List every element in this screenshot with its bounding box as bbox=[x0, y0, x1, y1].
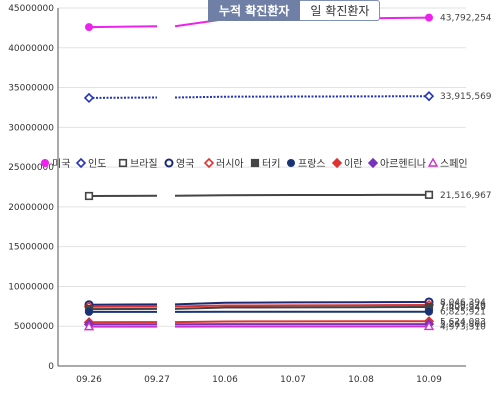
legend-entry: 터키 bbox=[250, 158, 280, 170]
x-tick-label: 09.26 bbox=[76, 375, 102, 385]
legend-entry: 아르헨티나 bbox=[367, 157, 426, 170]
point bbox=[75, 157, 87, 169]
x-tick-label: 10.07 bbox=[280, 375, 306, 385]
legend-label: 러시아 bbox=[216, 158, 244, 170]
legend-entry: 미국 bbox=[41, 158, 70, 170]
x-tick-label: 09.27 bbox=[144, 375, 170, 385]
point bbox=[84, 191, 94, 201]
y-axis: 0 5000000 10000000 15000000 20000000 25000000… bbox=[8, 4, 59, 372]
value-labels: 43,792,254 33,915,569 21,516,967 8,046,3947… bbox=[440, 14, 492, 333]
point bbox=[83, 321, 95, 331]
series-line bbox=[174, 95, 430, 99]
point bbox=[287, 159, 295, 167]
legend-label: 인도 bbox=[88, 158, 106, 170]
series-5 bbox=[84, 302, 434, 314]
legend-label: 브라질 bbox=[130, 158, 158, 170]
point bbox=[423, 321, 435, 331]
point bbox=[203, 157, 215, 169]
x-tick-label: 10.08 bbox=[348, 375, 374, 385]
data-label: 21,516,967 bbox=[440, 191, 492, 201]
point bbox=[250, 158, 260, 168]
y-tick-label: 35000000 bbox=[8, 84, 54, 94]
series-6 bbox=[85, 307, 433, 316]
series-line bbox=[174, 193, 430, 197]
legend-label: 이란 bbox=[344, 158, 362, 170]
legend-entry: 영국 bbox=[164, 158, 194, 170]
legend-entry: 스페인 bbox=[427, 157, 468, 170]
tab-cumulative[interactable]: 누적 확진환자 bbox=[208, 0, 301, 21]
legend-label: 미국 bbox=[52, 158, 70, 170]
series-1 bbox=[83, 91, 435, 104]
legend-label: 터키 bbox=[262, 158, 280, 170]
x-axis: 09.26 09.27 10.06 10.07 10.08 10.09 bbox=[58, 365, 466, 385]
point bbox=[85, 23, 93, 32]
point bbox=[367, 157, 379, 169]
point bbox=[424, 190, 434, 199]
tab-daily[interactable]: 일 확진환자 bbox=[300, 0, 381, 21]
data-label: 5,624,083 bbox=[440, 317, 486, 327]
series-line bbox=[174, 304, 430, 308]
y-tick-label: 45000000 bbox=[8, 4, 54, 14]
y-tick-label: 40000000 bbox=[8, 44, 54, 54]
legend: 미국 인도 브라질 영국 러시아 터키 프랑스 이란 아르헨티나 스페인 bbox=[41, 157, 468, 170]
point bbox=[331, 157, 343, 169]
y-tick-label: 0 bbox=[48, 362, 54, 372]
series-line bbox=[174, 306, 430, 310]
data-label: 33,915,569 bbox=[440, 92, 492, 102]
data-label: 7,409,349 bbox=[440, 303, 486, 313]
data-label: 7,659,829 bbox=[440, 301, 486, 311]
legend-entry: 브라질 bbox=[118, 158, 158, 170]
legend-entry: 프랑스 bbox=[287, 158, 326, 170]
y-tick-label: 30000000 bbox=[8, 123, 54, 133]
y-tick-label: 10000000 bbox=[8, 282, 54, 292]
point bbox=[85, 307, 93, 316]
legend-label: 프랑스 bbox=[298, 158, 326, 170]
point bbox=[83, 92, 95, 104]
series-9 bbox=[83, 321, 435, 331]
y-tick-label: 15000000 bbox=[8, 243, 54, 253]
y-tick-label: 5000000 bbox=[14, 322, 54, 332]
x-tick-label: 10.06 bbox=[212, 375, 238, 385]
legend-entry: 러시아 bbox=[203, 157, 244, 170]
point bbox=[425, 13, 433, 22]
y-tick-label: 25000000 bbox=[8, 163, 54, 173]
series-group bbox=[83, 13, 435, 331]
x-tick-label: 10.09 bbox=[416, 375, 442, 385]
chart-tabs: 누적 확진환자 일 확진환자 bbox=[208, 0, 381, 21]
legend-label: 영국 bbox=[176, 158, 194, 170]
data-label: 6,825,921 bbox=[440, 308, 486, 318]
legend-entry: 이란 bbox=[331, 157, 362, 170]
series-line bbox=[174, 320, 430, 324]
legend-label: 아르헨티나 bbox=[380, 158, 426, 170]
series-line bbox=[88, 25, 158, 29]
legend-label: 스페인 bbox=[440, 158, 468, 170]
point bbox=[164, 158, 174, 168]
point bbox=[427, 157, 439, 167]
point bbox=[118, 158, 128, 168]
data-label: 8,046,394 bbox=[440, 298, 486, 308]
y-tick-label: 20000000 bbox=[8, 203, 54, 213]
point bbox=[423, 91, 435, 102]
data-label: 4,973,310 bbox=[440, 322, 486, 332]
series-2 bbox=[84, 190, 434, 201]
point bbox=[425, 307, 433, 316]
legend-entry: 인도 bbox=[75, 157, 106, 170]
point bbox=[41, 159, 49, 167]
data-label: 5,267,860 bbox=[440, 320, 486, 330]
series-line bbox=[174, 300, 430, 306]
data-label: 43,792,254 bbox=[440, 14, 492, 24]
